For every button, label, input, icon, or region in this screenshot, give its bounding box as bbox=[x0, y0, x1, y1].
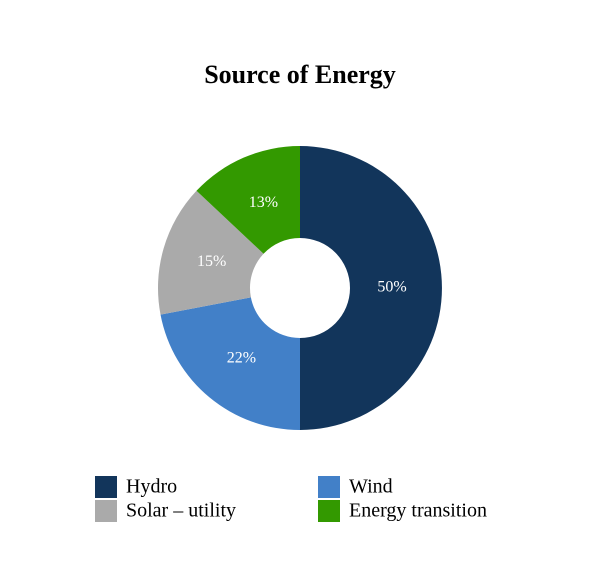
donut-slice bbox=[158, 190, 264, 315]
legend-label: Energy transition bbox=[349, 500, 487, 522]
value-label: 22% bbox=[227, 350, 256, 367]
value-label: 15% bbox=[197, 253, 226, 270]
chart-title: Source of Energy bbox=[204, 60, 396, 89]
value-label: 50% bbox=[377, 279, 406, 296]
legend-swatch bbox=[318, 476, 340, 498]
legend-swatch bbox=[95, 500, 117, 522]
legend-label: Solar – utility bbox=[126, 500, 236, 522]
donut-slice bbox=[300, 146, 442, 430]
donut-slice bbox=[196, 146, 300, 254]
value-label: 13% bbox=[249, 194, 278, 211]
legend-swatch bbox=[95, 476, 117, 498]
legend-swatch bbox=[318, 500, 340, 522]
legend-label: Hydro bbox=[126, 476, 177, 498]
legend-label: Wind bbox=[349, 476, 393, 498]
donut-slice bbox=[160, 297, 300, 430]
